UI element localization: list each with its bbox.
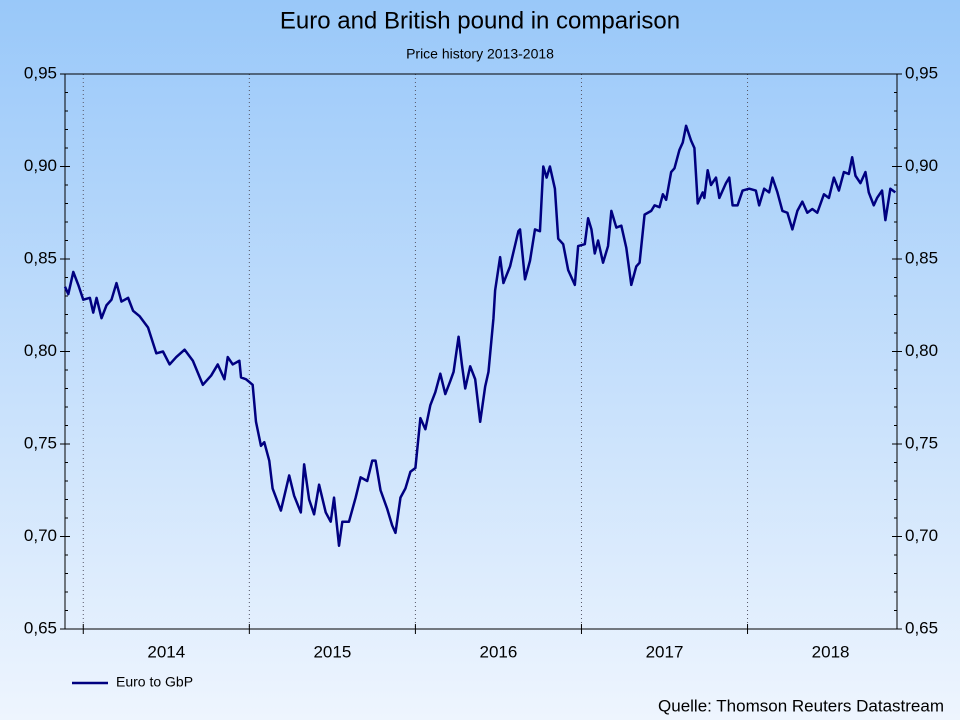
y2-tick-label: 0,75 (905, 433, 938, 452)
x-tick-label: 2015 (313, 642, 351, 661)
y2-tick-label: 0,85 (905, 248, 938, 267)
y2-tick-label: 0,90 (905, 156, 938, 175)
y-tick-label: 0,90 (24, 156, 57, 175)
y-tick-label: 0,70 (24, 526, 57, 545)
y-tick-label: 0,85 (24, 248, 57, 267)
y-tick-label: 0,65 (24, 618, 57, 637)
x-tick-label: 2017 (646, 642, 684, 661)
y2-tick-label: 0,70 (905, 526, 938, 545)
chart-subtitle: Price history 2013-2018 (406, 46, 554, 62)
y-tick-label: 0,95 (24, 63, 57, 82)
y-tick-label: 0,80 (24, 341, 57, 360)
y2-tick-label: 0,65 (905, 618, 938, 637)
x-tick-label: 2014 (147, 642, 185, 661)
chart-title: Euro and British pound in comparison (280, 7, 680, 34)
y2-tick-label: 0,80 (905, 341, 938, 360)
source-note: Quelle: Thomson Reuters Datastream (658, 696, 944, 715)
x-tick-label: 2016 (480, 642, 518, 661)
legend-label: Euro to GbP (116, 674, 193, 690)
line-series (63, 124, 897, 547)
y2-tick-label: 0,95 (905, 63, 938, 82)
plot-frame (64, 73, 898, 630)
x-tick-label: 2018 (812, 642, 850, 661)
y-tick-label: 0,75 (24, 433, 57, 452)
